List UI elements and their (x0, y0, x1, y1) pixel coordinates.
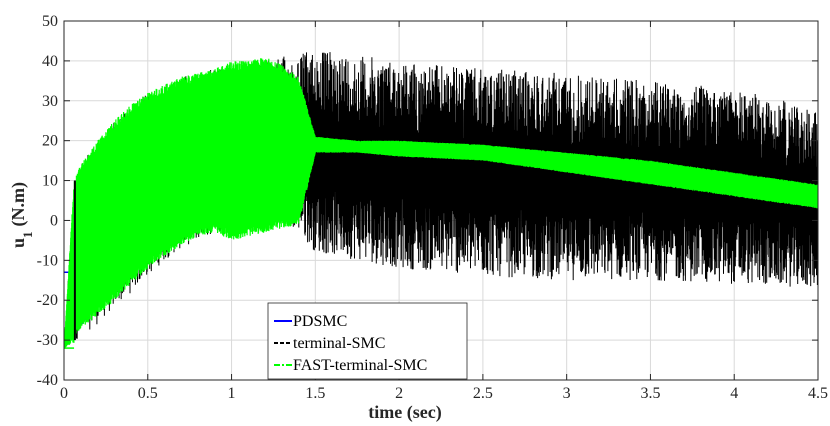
y-axis-label-subscript: 1 (20, 231, 35, 238)
x-tick-label: 0 (60, 385, 68, 402)
y-tick-label: -30 (37, 332, 58, 349)
y-tick-label: 0 (50, 212, 58, 229)
legend-label: PDSMC (293, 313, 347, 330)
y-tick-label: 10 (42, 173, 58, 190)
x-tick-label: 1 (228, 385, 236, 402)
legend-entries: PDSMC terminal-SMC FAST-terminal-SMC (274, 313, 427, 374)
data-layer (64, 52, 818, 349)
x-tick-label: 0.5 (138, 385, 158, 402)
y-axis-label-unit: (N.m) (8, 182, 29, 226)
x-tick-label: 3.5 (640, 385, 660, 402)
y-tick-label: -10 (37, 252, 58, 269)
legend: PDSMC terminal-SMC FAST-terminal-SMC (267, 302, 468, 380)
y-axis-label: u1 (N.m) (8, 182, 35, 248)
series-fast-terminal-smc-line (64, 58, 818, 349)
x-tick-label: 3 (563, 385, 571, 402)
legend-label: FAST-terminal-SMC (293, 357, 427, 374)
y-tick-label: 30 (42, 93, 58, 110)
y-tick-label: -40 (37, 372, 58, 389)
y-tick-label: -20 (37, 292, 58, 309)
x-tick-label: 4.5 (808, 385, 828, 402)
x-tick-label: 2 (395, 385, 403, 402)
axis-ticks: 0 0.5 1 1.5 2 2.5 3 3.5 4 4.5 -40 -30 -20 -10 0 10 20 30 4… (37, 13, 828, 402)
x-tick-label: 2.5 (473, 385, 493, 402)
y-axis-label-symbol: u (8, 238, 28, 248)
y-tick-label: 20 (42, 133, 58, 150)
x-tick-label: 4 (730, 385, 738, 402)
y-tick-label: 40 (42, 53, 58, 70)
x-tick-label: 1.5 (305, 385, 325, 402)
legend-label: terminal-SMC (293, 335, 385, 352)
y-tick-label: 50 (42, 13, 58, 30)
plot-frame (63, 20, 819, 381)
x-axis-label: time (sec) (368, 402, 441, 423)
legend-box (267, 302, 468, 380)
